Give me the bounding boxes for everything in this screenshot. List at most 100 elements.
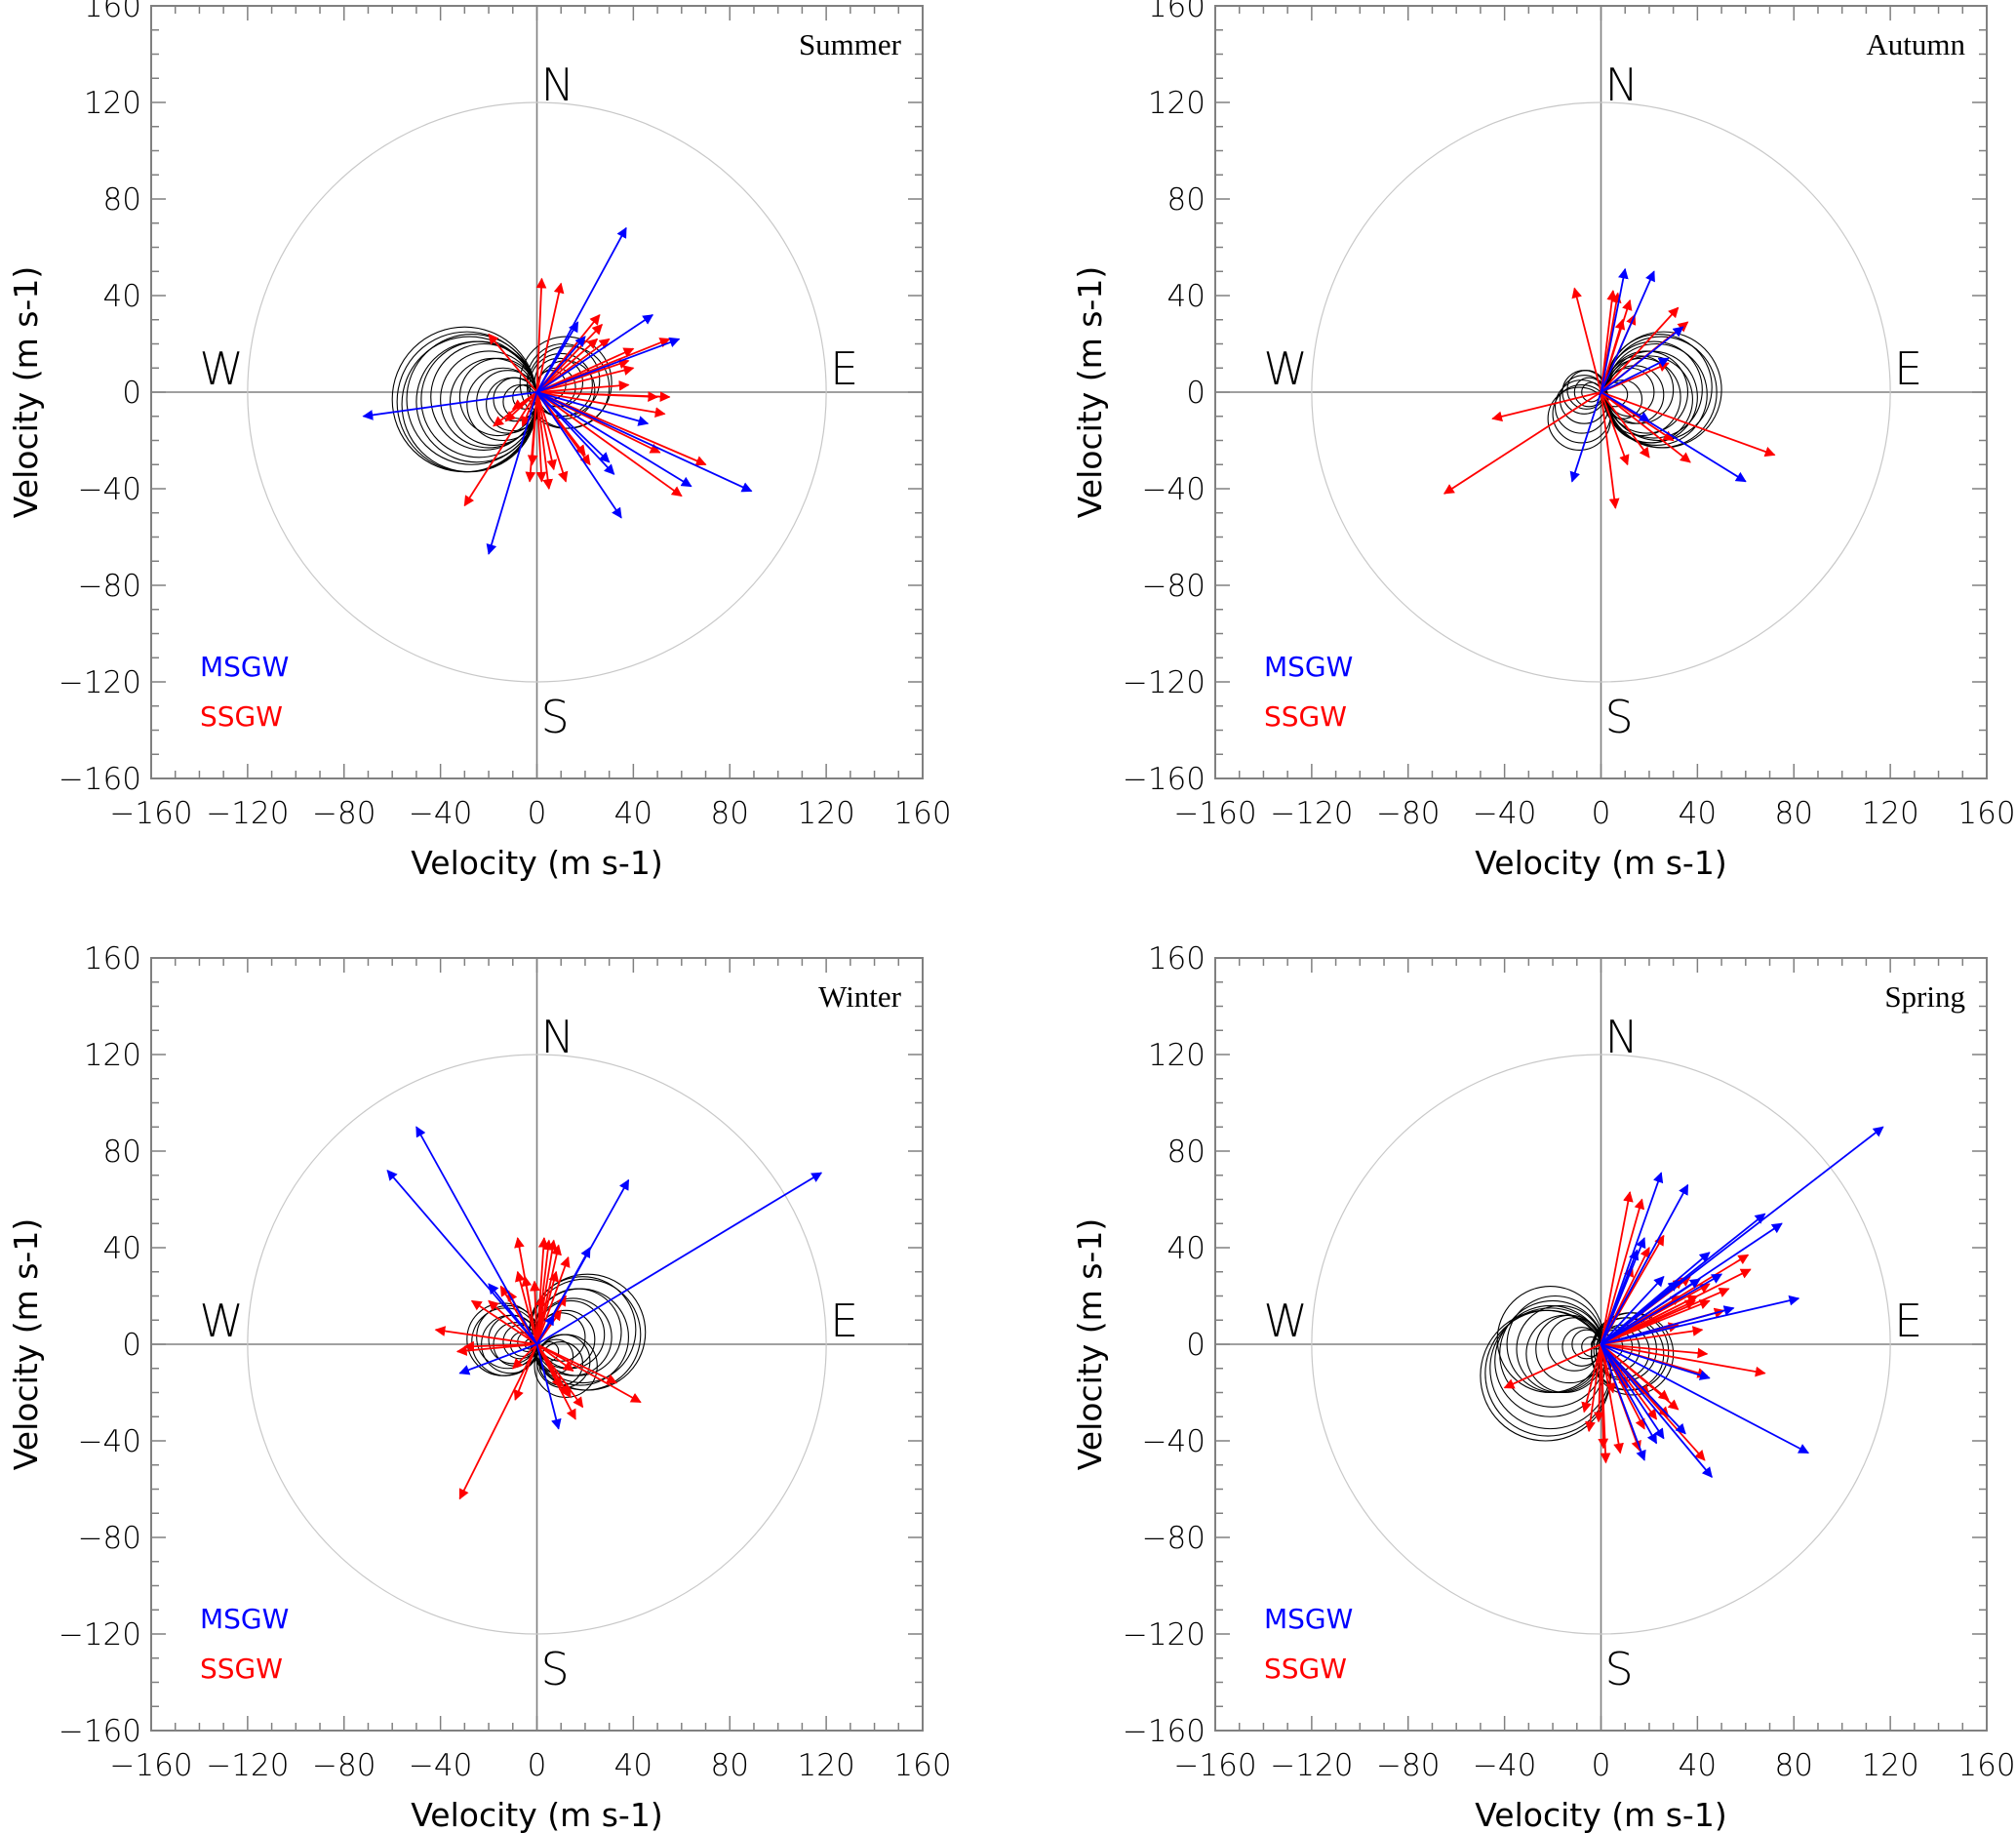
hodograph-circles bbox=[1547, 331, 1722, 451]
msgw-arrow bbox=[536, 314, 654, 393]
ssgw-arrow bbox=[470, 1299, 537, 1345]
x-tick-label: 160 bbox=[893, 1748, 951, 1783]
ssgw-arrow bbox=[535, 338, 599, 393]
msgw-arrow bbox=[1601, 357, 1670, 393]
y-tick-label: −80 bbox=[1142, 569, 1206, 604]
msgw-arrow bbox=[536, 391, 650, 426]
x-tick-label: −40 bbox=[409, 796, 472, 831]
y-tick-label: −160 bbox=[59, 1714, 141, 1749]
x-tick-label: −40 bbox=[1473, 1748, 1536, 1783]
msgw-arrow bbox=[1601, 1273, 1723, 1345]
msgw-arrow bbox=[1600, 326, 1684, 393]
ssgw-arrow bbox=[536, 1343, 642, 1404]
ssgw-arrow bbox=[1601, 1299, 1696, 1345]
ssgw-arrow bbox=[1600, 1343, 1624, 1454]
msgw-arrow bbox=[1600, 1343, 1646, 1461]
x-tick-label: −80 bbox=[312, 1748, 376, 1783]
y-tick-label: −120 bbox=[1123, 1617, 1206, 1653]
x-tick-label: −120 bbox=[206, 1748, 289, 1783]
y-tick-label: 0 bbox=[122, 1328, 141, 1363]
x-axis-title: Velocity (m s-1) bbox=[1475, 844, 1726, 882]
msgw-arrow bbox=[486, 391, 538, 555]
msgw-arrow bbox=[415, 1126, 538, 1345]
ssgw-arrow bbox=[458, 1343, 538, 1500]
ssgw-arrow bbox=[1503, 1343, 1601, 1389]
ssgw-arrow bbox=[1601, 1343, 1766, 1377]
ssgw-arrow bbox=[536, 1343, 618, 1384]
msgw-arrow bbox=[535, 321, 579, 393]
ssgw-arrow bbox=[521, 1275, 538, 1345]
ssgw-arrow bbox=[1443, 391, 1601, 495]
compass-north-label: N bbox=[541, 1011, 574, 1063]
x-tick-label: −160 bbox=[109, 796, 192, 831]
msgw-arrow bbox=[1601, 1305, 1735, 1345]
x-tick-label: 0 bbox=[528, 796, 547, 831]
x-tick-label: 40 bbox=[1679, 1748, 1717, 1783]
hodograph-ellipse bbox=[527, 345, 611, 429]
y-tick-label: −40 bbox=[78, 472, 141, 507]
ssgw-arrow bbox=[1600, 1343, 1680, 1411]
y-tick-label: −80 bbox=[78, 569, 141, 604]
ssgw-arrow bbox=[535, 282, 565, 393]
msgw-arrow bbox=[458, 1343, 537, 1375]
hodograph-ellipse bbox=[1559, 375, 1609, 424]
x-tick-label: 0 bbox=[1592, 796, 1611, 831]
compass-east-label: E bbox=[830, 342, 858, 395]
compass-west-label: W bbox=[1263, 342, 1307, 395]
msgw-arrow bbox=[1600, 267, 1629, 393]
season-title: Autumn bbox=[1866, 27, 1965, 61]
msgw-arrow bbox=[535, 336, 586, 393]
y-tick-label: −40 bbox=[1142, 472, 1206, 507]
x-tick-label: 80 bbox=[1775, 796, 1813, 831]
msgw-arrow bbox=[535, 391, 622, 519]
y-axis-title: Velocity (m s-1) bbox=[1071, 266, 1109, 518]
x-tick-label: −120 bbox=[1270, 796, 1353, 831]
ssgw-arrow bbox=[535, 391, 554, 491]
x-tick-label: 160 bbox=[1957, 1748, 2015, 1783]
x-tick-label: 120 bbox=[798, 1748, 855, 1783]
msgw-arrow bbox=[488, 1283, 538, 1345]
y-tick-label: 80 bbox=[1167, 1135, 1206, 1170]
y-tick-label: 160 bbox=[1148, 0, 1206, 24]
y-tick-label: 40 bbox=[1167, 1231, 1206, 1266]
ssgw-arrow bbox=[513, 1343, 538, 1401]
compass-south-label: S bbox=[541, 1643, 570, 1695]
season-title: Winter bbox=[818, 979, 902, 1014]
x-tick-label: 160 bbox=[1957, 796, 2015, 831]
y-tick-label: 0 bbox=[1186, 376, 1206, 411]
msgw-arrow bbox=[1600, 1343, 1713, 1478]
panel-spring: 160 120 80 40 0 −40 −80 −120 −160 −160 −… bbox=[1071, 941, 2016, 1833]
legend-msgw: MSGW bbox=[1264, 1603, 1353, 1635]
y-axis-title: Velocity (m s-1) bbox=[1071, 1218, 1109, 1470]
ssgw-arrow bbox=[515, 1270, 538, 1345]
season-title: Spring bbox=[1884, 979, 1965, 1014]
ssgw-arrow bbox=[535, 1255, 571, 1345]
msgw-arrow bbox=[362, 391, 537, 420]
x-tick-label: −160 bbox=[109, 1748, 192, 1783]
msgw-arrow bbox=[1601, 1295, 1800, 1345]
compass-west-label: W bbox=[199, 1295, 243, 1347]
ssgw-arrow bbox=[527, 391, 538, 466]
compass-south-label: S bbox=[1605, 691, 1634, 743]
ssgw-arrow bbox=[535, 1343, 570, 1396]
y-tick-label: 80 bbox=[103, 1135, 141, 1170]
ssgw-arrow bbox=[1571, 287, 1602, 393]
ssgw-arrow bbox=[1600, 1191, 1634, 1345]
x-tick-label: −80 bbox=[1376, 796, 1440, 831]
legend-msgw: MSGW bbox=[200, 1603, 289, 1635]
ssgw-arrow bbox=[1581, 1343, 1602, 1414]
x-tick-label: −160 bbox=[1173, 1748, 1256, 1783]
ssgw-arrow bbox=[535, 391, 683, 498]
wave-vectors bbox=[1503, 1126, 1884, 1478]
x-tick-label: −40 bbox=[1473, 796, 1536, 831]
axes-frame bbox=[150, 957, 924, 1732]
ssgw-arrow bbox=[1601, 1326, 1704, 1345]
y-tick-label: 160 bbox=[84, 941, 141, 976]
compass-north-label: N bbox=[1605, 1011, 1639, 1063]
ssgw-arrow bbox=[1600, 1343, 1611, 1464]
compass-south-label: S bbox=[541, 691, 570, 743]
ssgw-arrow bbox=[1600, 391, 1620, 509]
hodograph-ellipse bbox=[1552, 384, 1611, 444]
y-tick-label: 120 bbox=[1148, 1038, 1206, 1073]
y-tick-label: −80 bbox=[1142, 1521, 1206, 1556]
